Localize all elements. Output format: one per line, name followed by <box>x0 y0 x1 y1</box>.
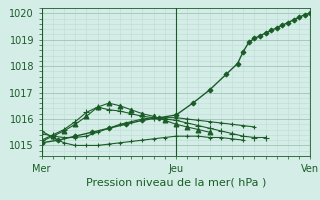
X-axis label: Pression niveau de la mer( hPa ): Pression niveau de la mer( hPa ) <box>86 178 266 188</box>
